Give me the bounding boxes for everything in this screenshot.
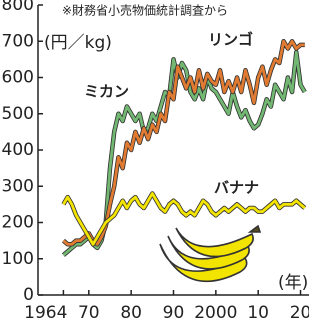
y-tick-label: 600 bbox=[2, 68, 34, 88]
x-tick-label: 80 bbox=[120, 303, 142, 323]
y-tick-label: 0 bbox=[23, 285, 34, 305]
x-tick-label: 2000 bbox=[194, 303, 237, 323]
y-tick-label: 800 bbox=[2, 0, 34, 15]
banana-illustration bbox=[160, 226, 260, 281]
y-axis-label: (円／kg) bbox=[44, 33, 112, 53]
x-axis-label: (年) bbox=[278, 273, 308, 293]
y-tick-label: 200 bbox=[2, 213, 34, 233]
series-line-outline bbox=[63, 194, 304, 245]
chart: ※財務省小売物価統計調査から (円／kg) (年) 0 100 200 300 400 5… bbox=[0, 0, 309, 329]
x-tick-label: 70 bbox=[78, 303, 100, 323]
series-label: バナナ bbox=[214, 179, 259, 197]
x-tick-label: 1964 bbox=[24, 303, 67, 323]
series-label: ミカン bbox=[84, 83, 129, 101]
x-tick-label: 20 bbox=[290, 303, 309, 323]
series-label: リンゴ bbox=[208, 31, 253, 49]
y-tick-label: 700 bbox=[2, 31, 34, 51]
y-tick-label: 400 bbox=[2, 140, 34, 160]
y-tick-label: 100 bbox=[2, 249, 34, 269]
x-tick-label: 10 bbox=[247, 303, 269, 323]
x-tick-label: 90 bbox=[163, 303, 185, 323]
y-tick-label: 300 bbox=[2, 176, 34, 196]
source-note: ※財務省小売物価統計調査から bbox=[62, 3, 228, 18]
y-tick-label: 500 bbox=[2, 104, 34, 124]
